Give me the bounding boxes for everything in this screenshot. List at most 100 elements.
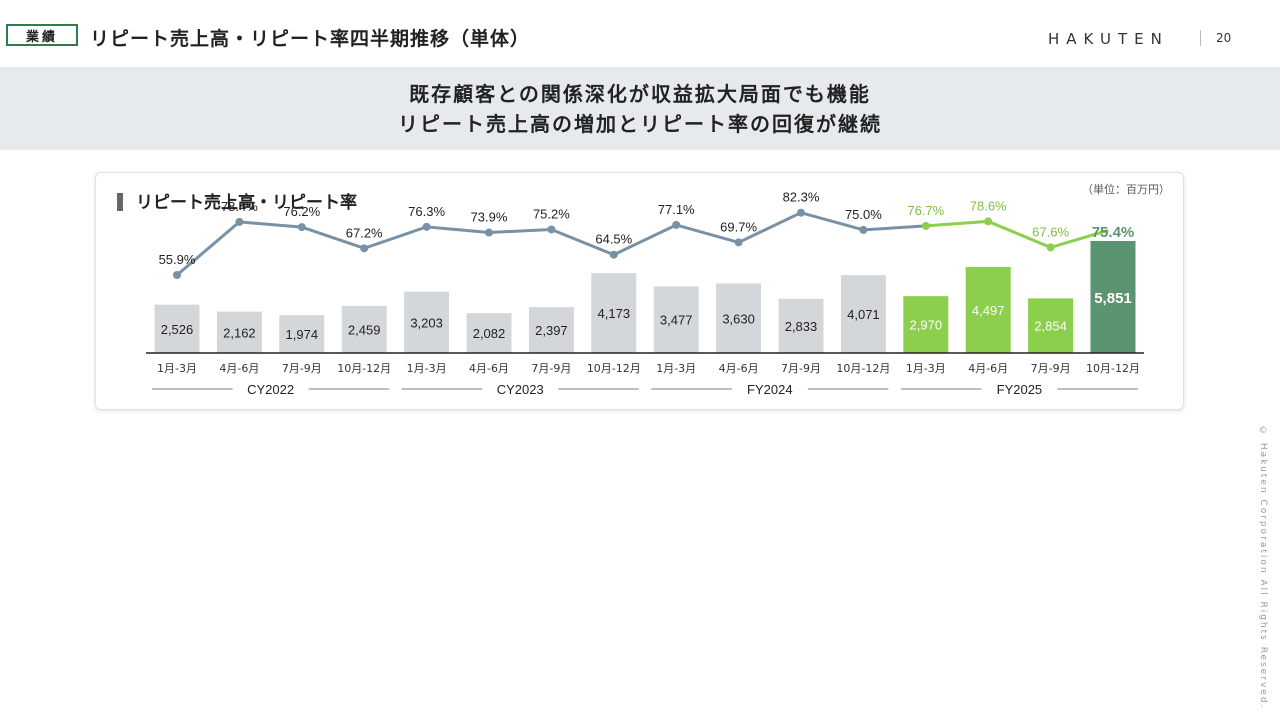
rate-value-label: 67.6% (1032, 224, 1069, 239)
x-tick-label: 10月-12月 (587, 362, 641, 375)
rate-point (734, 238, 743, 247)
bar-value-label: 3,630 (722, 311, 755, 326)
rate-value-label: 69.7% (720, 219, 757, 234)
bar-value-label: 3,203 (410, 315, 443, 330)
rate-point (672, 220, 681, 229)
bar (716, 283, 762, 353)
rate-value-label: 82.3% (783, 190, 820, 205)
bar (404, 291, 450, 353)
bar (279, 315, 325, 353)
bar-value-label: 2,162 (223, 325, 256, 340)
rate-point (859, 225, 868, 234)
group-label: FY2024 (747, 382, 793, 397)
rate-value-label: 73.9% (471, 210, 508, 225)
bar (154, 304, 200, 353)
rate-point (609, 250, 618, 259)
bar (528, 307, 574, 353)
bar-value-label: 2,854 (1034, 319, 1067, 334)
rate-point (173, 271, 181, 279)
repeat-sales-chart: リピート売上高・リピート率 （単位：百万円） 2,526 2,162 1,974 2,45… (117, 182, 1170, 397)
bar (591, 273, 637, 353)
rate-point (235, 217, 244, 226)
rate-point (297, 223, 306, 232)
x-tick-label: 10月-12月 (1086, 362, 1140, 375)
bar (840, 275, 886, 353)
bar (903, 296, 949, 353)
bar-value-label: 4,173 (598, 306, 631, 321)
bar-value-label: 2,459 (348, 322, 381, 337)
rate-value-label: 55.9% (159, 252, 196, 267)
rate-point (422, 222, 431, 231)
x-tick-label: 4月-6月 (469, 362, 509, 375)
chart-title: リピート売上高・リピート率 (136, 192, 357, 213)
rate-value-label: 78.6% (970, 198, 1007, 213)
x-tick-label: 7月-9月 (531, 362, 571, 375)
group-label: CY2023 (497, 382, 544, 397)
page-title: リピート売上高・リピート率四半期推移（単体） (90, 28, 531, 50)
bar (965, 266, 1011, 353)
x-tick-label: 10月-12月 (836, 362, 890, 375)
x-tick-label: 4月-6月 (968, 362, 1008, 375)
rate-point (984, 217, 993, 226)
bar (1090, 241, 1136, 353)
bar (341, 305, 387, 353)
rate-value-label: 76.7% (907, 203, 944, 218)
rate-value-label: 75.2% (533, 206, 570, 221)
rate-value-label: 75.0% (845, 207, 882, 222)
message-banner: 既存顧客との関係深化が収益拡大局面でも機能 リピート売上高の増加とリピート率の回… (0, 67, 1280, 150)
copyright-notice: © Hakuten Corporation All Rights Reserve… (1258, 426, 1268, 710)
rate-value-label: 64.5% (595, 232, 632, 247)
bar-value-label: 1,974 (286, 327, 319, 342)
bar-value-label: 2,833 (785, 319, 818, 334)
rate-value-label: 77.1% (658, 202, 695, 217)
rate-value-label: 76.2% (283, 204, 320, 219)
bar (653, 286, 699, 353)
bar-value-label: 4,497 (972, 303, 1005, 318)
rate-point (547, 225, 556, 234)
bar-value-label: 4,071 (847, 307, 880, 322)
x-tick-label: 7月-9月 (282, 362, 322, 375)
header-divider (1200, 30, 1201, 46)
x-tick-label: 4月-6月 (719, 362, 759, 375)
section-badge: 業績 (6, 24, 78, 46)
x-tick-label: 4月-6月 (219, 362, 259, 375)
x-tick-label: 1月-3月 (407, 362, 447, 375)
bar (778, 298, 824, 353)
group-label: FY2025 (997, 382, 1043, 397)
rate-point (797, 208, 805, 217)
bar (1028, 298, 1074, 353)
bar-value-label: 5,851 (1094, 290, 1132, 307)
repeat-rate-line (176, 211, 926, 277)
rate-value-label: 76.3% (408, 204, 445, 219)
bar-value-label: 2,526 (161, 322, 194, 337)
rate-value-label: 78.4% (221, 199, 258, 214)
x-tick-label: 10月-12月 (337, 362, 391, 375)
bar-value-label: 3,477 (660, 313, 693, 328)
rate-point (1046, 243, 1055, 252)
company-logo: HAKUTEN (1048, 30, 1169, 48)
rate-value-label: 75.4% (1092, 224, 1135, 241)
chart-title-marker (117, 193, 123, 211)
x-tick-label: 1月-3月 (656, 362, 696, 375)
rate-point (921, 221, 930, 230)
x-tick-label: 7月-9月 (781, 362, 821, 375)
bar-value-label: 2,397 (535, 323, 568, 338)
x-tick-label: 1月-3月 (157, 362, 197, 375)
banner-line-1: 既存顧客との関係深化が収益拡大局面でも機能 (409, 81, 871, 106)
chart-unit-label: （単位：百万円） (1082, 182, 1170, 196)
rate-point (485, 228, 493, 237)
rate-point (1108, 223, 1118, 234)
rate-value-label: 67.2% (346, 225, 383, 240)
banner-line-2: リピート売上高の増加とリピート率の回復が継続 (398, 111, 882, 136)
bar (466, 313, 512, 353)
bar-value-label: 2,082 (473, 326, 506, 341)
bar-value-label: 2,970 (910, 318, 943, 333)
chart-card: リピート売上高・リピート率 （単位：百万円） 2,526 2,162 1,974 2,45… (95, 172, 1184, 410)
group-label: CY2022 (247, 382, 294, 397)
page-number: 20 (1216, 31, 1232, 45)
bar (216, 311, 262, 353)
x-tick-label: 1月-3月 (906, 362, 946, 375)
x-tick-label: 7月-9月 (1031, 362, 1071, 375)
repeat-rate-line-recent (925, 219, 1114, 249)
rate-point (360, 244, 369, 253)
